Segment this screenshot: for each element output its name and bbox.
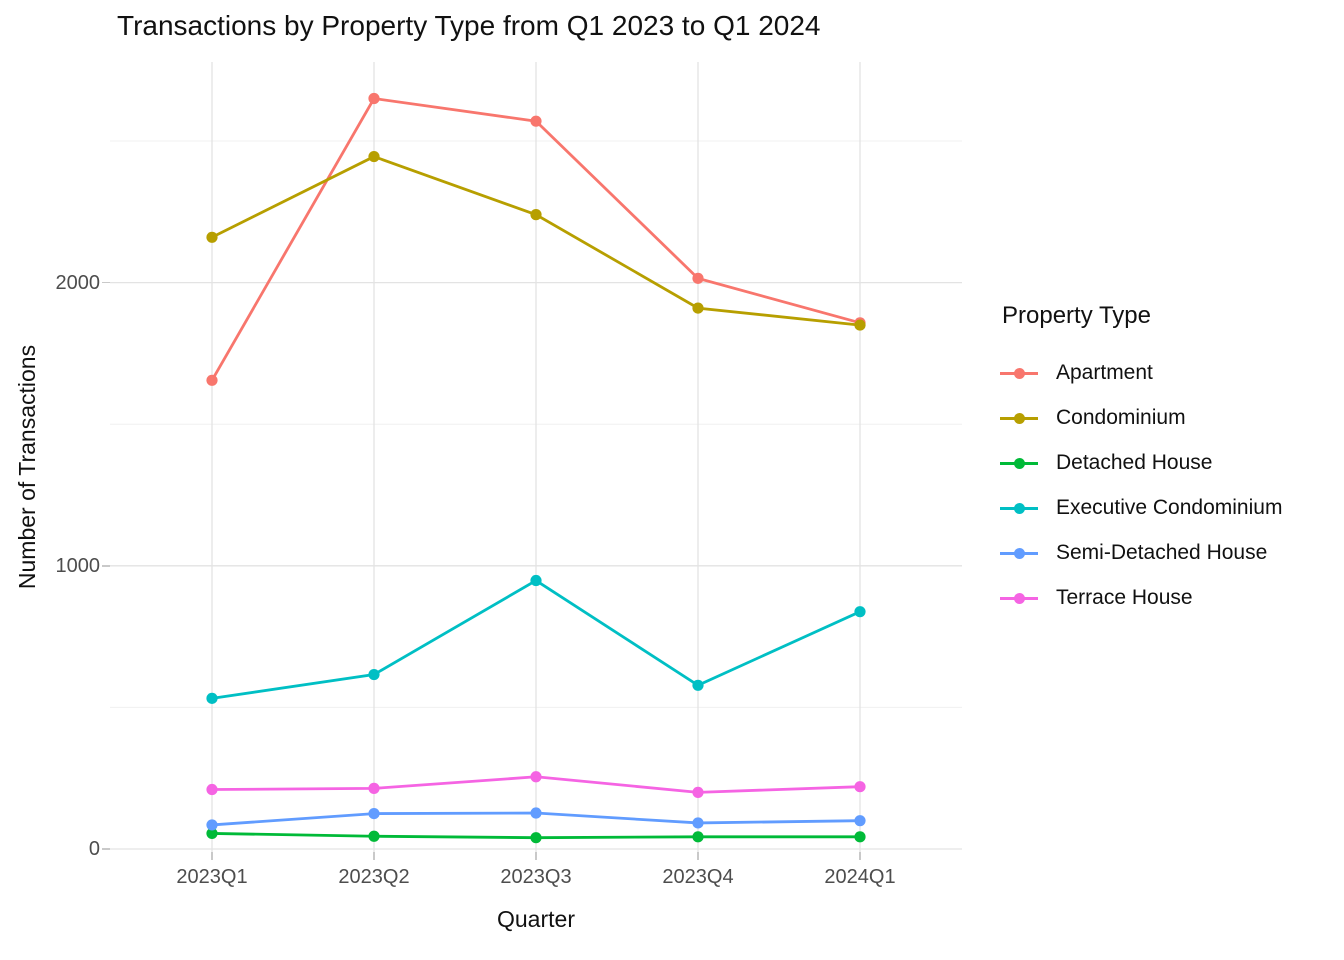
legend: Property Type Apartment Condominium Detach… [1000,302,1344,609]
y-axis-title: Number of Transactions [14,344,40,590]
data-point-semi-detached-house [692,817,704,829]
legend-key-dot [1013,592,1025,604]
data-point-condominium [368,150,380,163]
legend-item-detached-house: Detached House [1000,451,1344,474]
legend-item-label: Semi-Detached House [1056,541,1268,564]
y-tick-label: 2000 [55,271,101,294]
y-axis-tick [102,565,110,567]
data-point-apartment [530,115,542,127]
chart-title: Transactions by Property Type from Q1 20… [117,10,821,41]
legend-items: Apartment Condominium Detached House Execut… [1000,361,1344,609]
data-point-terrace-house [206,783,218,796]
data-point-terrace-house [854,781,866,793]
data-point-executive-condominium [854,606,866,618]
legend-item-condominium: Condominium [1000,406,1344,429]
data-point-detached-house [368,830,380,842]
x-tick-label: 2024Q1 [824,866,896,888]
y-axis-tick [102,281,110,284]
legend-key-icon [1000,407,1038,429]
data-point-executive-condominium [530,574,542,587]
legend-title: Property Type [1002,302,1151,329]
data-point-apartment [692,272,704,284]
legend-key-icon [1000,497,1038,519]
x-tick-label: 2023Q4 [662,866,734,888]
data-point-condominium [206,231,218,243]
x-axis-tick [697,852,699,860]
legend-item-executive-condominium: Executive Condominium [1000,496,1344,519]
plot-svg [110,62,962,852]
legend-key-icon [1000,542,1038,564]
legend-item-apartment: Apartment [1000,361,1344,384]
y-tick-label: 1000 [55,554,101,577]
data-point-condominium [692,302,704,314]
data-point-apartment [368,92,380,105]
data-point-executive-condominium [368,668,380,681]
legend-key-dot [1013,367,1025,379]
data-point-terrace-house [530,771,542,783]
y-axis-tick [102,848,110,850]
x-axis-tick [535,852,537,860]
x-tick-label: 2023Q1 [176,866,248,888]
data-point-apartment [206,374,218,386]
legend-key-dot [1013,547,1025,559]
data-point-semi-detached-house [206,819,218,831]
x-axis-tick [211,852,213,860]
legend-item-label: Condominium [1056,406,1186,429]
y-tick-label: 0 [88,838,100,860]
data-point-detached-house [692,831,704,843]
data-point-executive-condominium [206,692,218,704]
legend-key-icon [1000,362,1038,384]
legend-item-label: Apartment [1056,361,1153,384]
data-point-condominium [854,319,866,331]
legend-key-icon [1000,587,1038,609]
data-point-semi-detached-house [530,807,542,819]
data-point-semi-detached-house [368,808,380,820]
data-point-terrace-house [368,782,380,794]
data-point-detached-house [854,831,866,843]
data-point-executive-condominium [692,679,704,691]
x-axis-tick [859,852,861,860]
data-point-detached-house [206,827,218,840]
data-point-terrace-house [692,786,704,798]
legend-item-terrace-house: Terrace House [1000,586,1344,609]
legend-key-dot [1013,502,1025,514]
legend-key-dot [1013,412,1025,424]
legend-key-dot [1013,457,1025,469]
plot-panel [110,62,962,852]
x-tick-label: 2023Q3 [500,866,572,888]
data-point-detached-house [530,832,542,844]
legend-item-semi-detached-house: Semi-Detached House [1000,541,1344,564]
x-axis-title: Quarter [497,906,575,932]
x-tick-label: 2023Q2 [338,866,410,888]
data-point-condominium [530,209,542,221]
x-axis-tick [373,852,375,860]
data-point-semi-detached-house [854,815,866,827]
legend-key-icon [1000,452,1038,474]
legend-item-label: Terrace House [1056,586,1193,609]
legend-item-label: Detached House [1056,451,1213,474]
legend-item-label: Executive Condominium [1056,496,1283,519]
